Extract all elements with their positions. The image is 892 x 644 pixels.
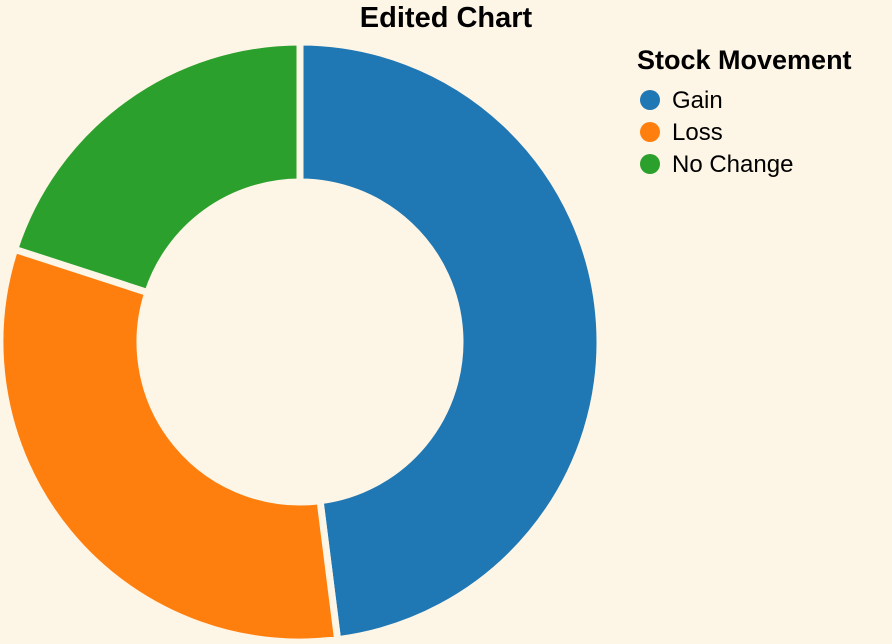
- legend-label-no-change: No Change: [672, 151, 793, 178]
- legend-item-gain: Gain: [640, 87, 723, 114]
- slice-no-change: [11, 38, 304, 297]
- legend-label-gain: Gain: [672, 87, 723, 114]
- legend-item-no-change: No Change: [640, 151, 793, 178]
- legend-item-loss: Loss: [640, 119, 723, 146]
- chart-title: Edited Chart: [360, 2, 533, 34]
- legend-swatch-loss: [640, 122, 660, 142]
- legend-title: Stock Movement: [637, 45, 852, 75]
- slice-loss: [0, 245, 342, 644]
- donut-slices: [0, 38, 604, 644]
- legend-label-loss: Loss: [672, 119, 723, 146]
- legend-swatch-no-change: [640, 154, 660, 174]
- legend-swatch-gain: [640, 90, 660, 110]
- slice-gain: [296, 38, 604, 644]
- legend: Stock Movement Gain Loss No Change: [637, 45, 852, 178]
- legend-items: Gain Loss No Change: [640, 87, 793, 178]
